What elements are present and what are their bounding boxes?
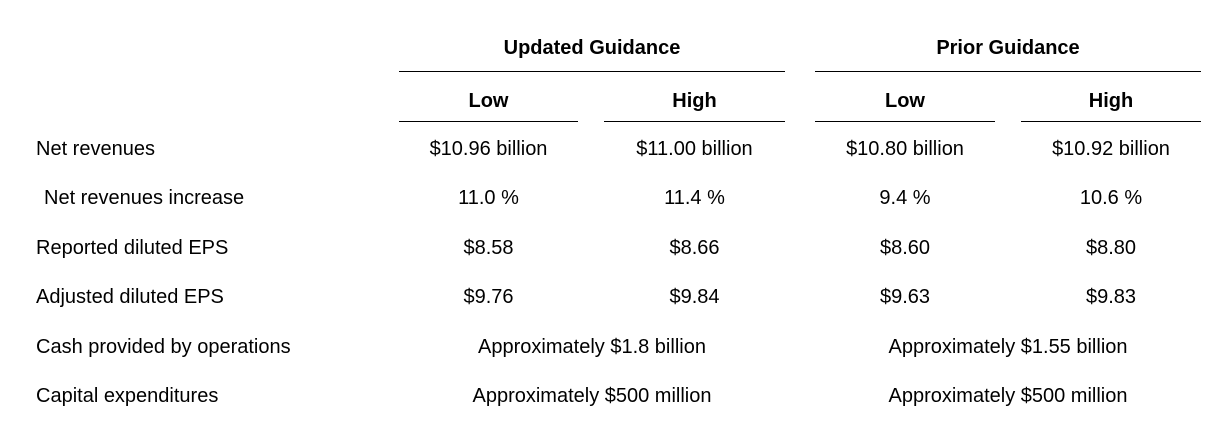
cell-net-revenues-prior-low: $10.80 billion	[846, 137, 964, 160]
row-label-adjusted-diluted-eps: Adjusted diluted EPS	[36, 286, 224, 309]
row-label-net-revenues: Net revenues	[36, 137, 155, 160]
row-label-capital-expenditures: Capital expenditures	[36, 385, 219, 408]
row-label-reported-diluted-eps: Reported diluted EPS	[36, 236, 229, 259]
cell-net-revenues-increase-prior-high: 10.6 %	[1079, 187, 1143, 210]
cell-capex-prior: Approximately $500 million	[888, 385, 1128, 408]
col-header-updated-low: Low	[399, 72, 578, 122]
cell-capex-updated: Approximately $500 million	[472, 385, 712, 408]
col-header-updated-high: High	[604, 72, 785, 122]
group-header-prior-guidance: Prior Guidance	[815, 0, 1201, 72]
row-label-cash-provided-by-operations: Cash provided by operations	[36, 335, 291, 358]
cell-reported-eps-prior-low: $8.60	[879, 236, 931, 259]
cell-reported-eps-updated-high: $8.66	[669, 236, 720, 259]
cell-adjusted-eps-updated-low: $9.76	[463, 286, 514, 309]
cell-net-revenues-increase-updated-low: 11.0 %	[458, 187, 519, 210]
row-label-net-revenues-increase: Net revenues increase	[44, 187, 245, 210]
cell-net-revenues-updated-low: $10.96 billion	[429, 137, 548, 160]
group-header-updated-guidance: Updated Guidance	[399, 0, 785, 72]
cell-reported-eps-prior-high: $8.80	[1085, 236, 1137, 259]
cell-net-revenues-increase-prior-low: 9.4 %	[879, 187, 931, 210]
col-header-prior-high: High	[1021, 72, 1201, 122]
guidance-table: Updated Guidance Prior Guidance Low High…	[36, 0, 1201, 419]
cell-adjusted-eps-prior-low: $9.63	[879, 286, 931, 309]
cell-adjusted-eps-updated-high: $9.84	[669, 286, 720, 309]
col-header-prior-low: Low	[815, 72, 995, 122]
cell-cash-operations-prior: Approximately $1.55 billion	[888, 335, 1128, 358]
cell-cash-operations-updated: Approximately $1.8 billion	[478, 335, 706, 358]
cell-net-revenues-increase-updated-high: 11.4 %	[664, 187, 725, 210]
cell-adjusted-eps-prior-high: $9.83	[1085, 286, 1137, 309]
cell-reported-eps-updated-low: $8.58	[463, 236, 514, 259]
cell-net-revenues-updated-high: $11.00 billion	[636, 137, 753, 160]
cell-net-revenues-prior-high: $10.92 billion	[1052, 137, 1170, 160]
